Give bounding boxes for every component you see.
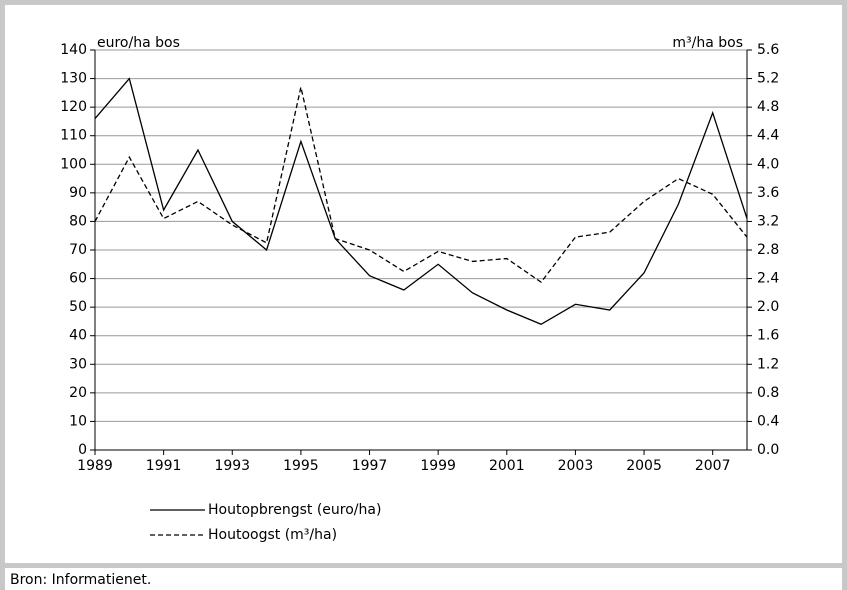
y-tick-label: 0 — [78, 442, 87, 458]
x-tick-label: 1991 — [146, 458, 182, 474]
y2-tick-label: 3.2 — [757, 213, 779, 229]
y-tick-label: 90 — [69, 185, 87, 201]
y2-tick-label: 3.6 — [757, 185, 779, 201]
y-tick-label: 50 — [69, 299, 87, 315]
y2-tick-label: 1.6 — [757, 328, 779, 344]
y-tick-label: 140 — [60, 42, 87, 58]
x-tick-label: 2005 — [626, 458, 662, 474]
x-tick-label: 2007 — [695, 458, 731, 474]
y-axis-label: euro/ha bos — [97, 35, 180, 51]
y-tick-label: 60 — [69, 271, 87, 287]
y-tick-label: 40 — [69, 328, 87, 344]
x-tick-label: 1995 — [283, 458, 319, 474]
series-line — [94, 77, 748, 326]
y2-tick-label: 2.8 — [757, 242, 779, 258]
x-tick-label: 2001 — [489, 458, 525, 474]
y-tick-label: 30 — [69, 356, 87, 372]
x-tick-label: 1997 — [352, 458, 388, 474]
panel — [5, 5, 842, 563]
y2-tick-label: 5.2 — [757, 71, 779, 87]
x-tick-label: 2003 — [558, 458, 594, 474]
y2-tick-label: 0.0 — [757, 442, 779, 458]
y2-tick-label: 0.4 — [757, 413, 779, 429]
y2-tick-label: 1.2 — [757, 356, 779, 372]
x-tick-label: 1999 — [420, 458, 456, 474]
legend-label: Houtopbrengst (euro/ha) — [208, 502, 381, 518]
y2-tick-label: 5.6 — [757, 42, 779, 58]
footer — [5, 568, 842, 590]
x-tick-label: 1993 — [214, 458, 250, 474]
y2-tick-label: 2.0 — [757, 299, 779, 315]
y-tick-label: 120 — [60, 99, 87, 115]
y2-tick-label: 0.8 — [757, 385, 779, 401]
y2-tick-label: 4.4 — [757, 128, 779, 144]
y2-tick-label: 4.0 — [757, 156, 779, 172]
y-tick-label: 20 — [69, 385, 87, 401]
y-tick-label: 80 — [69, 213, 87, 229]
y-tick-label: 110 — [60, 128, 87, 144]
y-tick-label: 70 — [69, 242, 87, 258]
legend-label: Houtoogst (m³/ha) — [208, 527, 337, 543]
y2-axis-label: m³/ha bos — [672, 35, 743, 51]
y-tick-label: 10 — [69, 413, 87, 429]
x-tick-label: 1989 — [77, 458, 113, 474]
series-line — [94, 86, 748, 284]
source: Bron: Informatienet. — [10, 572, 151, 588]
y2-tick-label: 2.4 — [757, 271, 779, 287]
y2-tick-label: 4.8 — [757, 99, 779, 115]
y-tick-label: 100 — [60, 156, 87, 172]
y-tick-label: 130 — [60, 71, 87, 87]
